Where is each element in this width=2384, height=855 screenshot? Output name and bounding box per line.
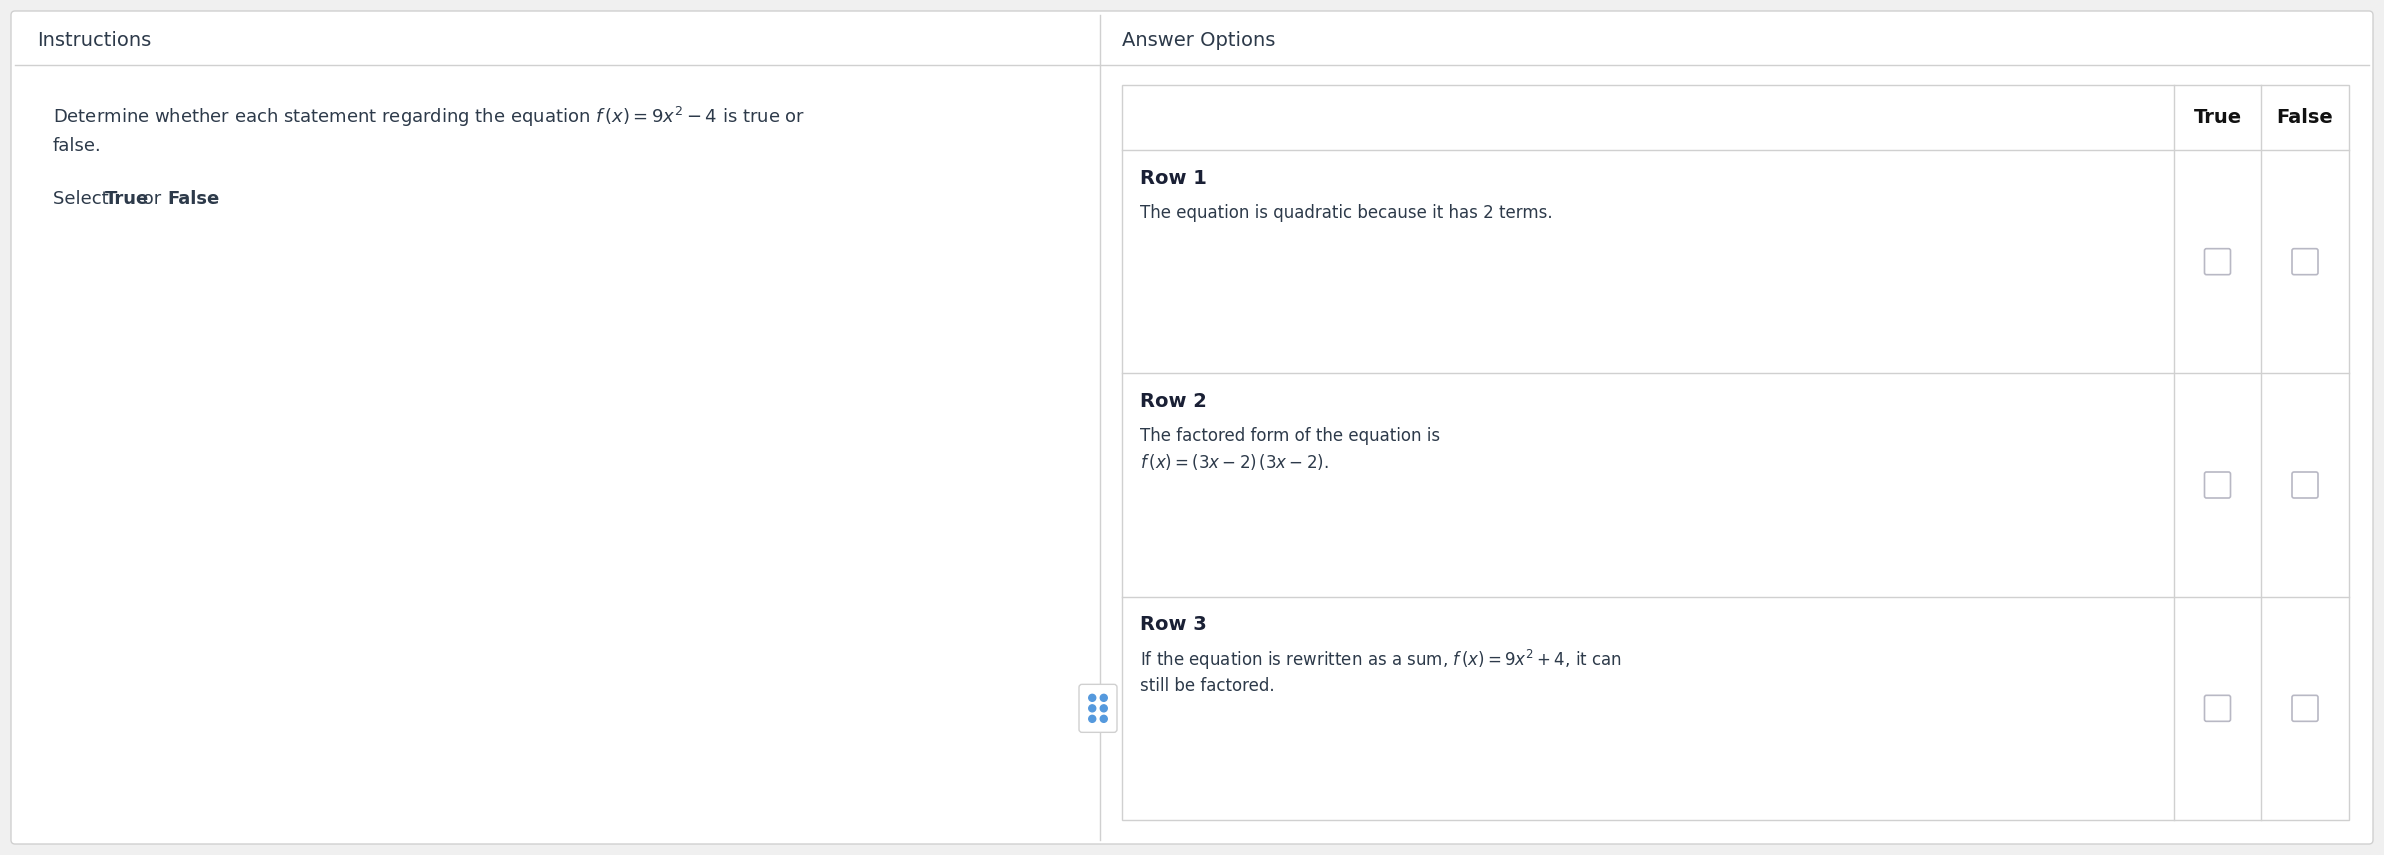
Text: $f\,(x) = (3x - 2)\,(3x - 2).$: $f\,(x) = (3x - 2)\,(3x - 2).$ [1140,452,1328,472]
Text: Row 3: Row 3 [1140,615,1206,634]
Circle shape [1101,705,1106,712]
FancyBboxPatch shape [2291,472,2317,498]
Text: Instructions: Instructions [38,31,150,50]
Circle shape [1101,716,1106,722]
Text: or: or [136,190,167,208]
Text: Select: Select [52,190,114,208]
Circle shape [1089,694,1097,701]
FancyBboxPatch shape [2205,472,2231,498]
Text: True: True [2193,108,2241,127]
Text: still be factored.: still be factored. [1140,676,1275,694]
FancyBboxPatch shape [2205,695,2231,722]
Circle shape [1101,694,1106,701]
Text: True: True [105,190,150,208]
Text: If the equation is rewritten as a sum, $f\,(x) = 9x^2 + 4$, it can: If the equation is rewritten as a sum, $… [1140,647,1621,672]
Text: Answer Options: Answer Options [1123,31,1275,50]
Text: False: False [2277,108,2334,127]
FancyBboxPatch shape [2291,695,2317,722]
FancyBboxPatch shape [2291,249,2317,274]
Text: Row 1: Row 1 [1140,168,1206,187]
FancyBboxPatch shape [2205,249,2231,274]
Text: False: False [167,190,219,208]
Text: Row 2: Row 2 [1140,392,1206,411]
Circle shape [1089,705,1097,712]
Text: .: . [210,190,215,208]
Circle shape [1089,716,1097,722]
FancyBboxPatch shape [12,11,2372,844]
Bar [1123,85,2348,820]
Text: The factored form of the equation is: The factored form of the equation is [1140,428,1440,445]
Text: The equation is quadratic because it has 2 terms.: The equation is quadratic because it has… [1140,204,1552,222]
FancyBboxPatch shape [1080,684,1118,733]
Text: Determine whether each statement regarding the equation $f\,(x) = 9x^2 - 4$ is t: Determine whether each statement regardi… [52,105,806,129]
Text: false.: false. [52,137,103,155]
